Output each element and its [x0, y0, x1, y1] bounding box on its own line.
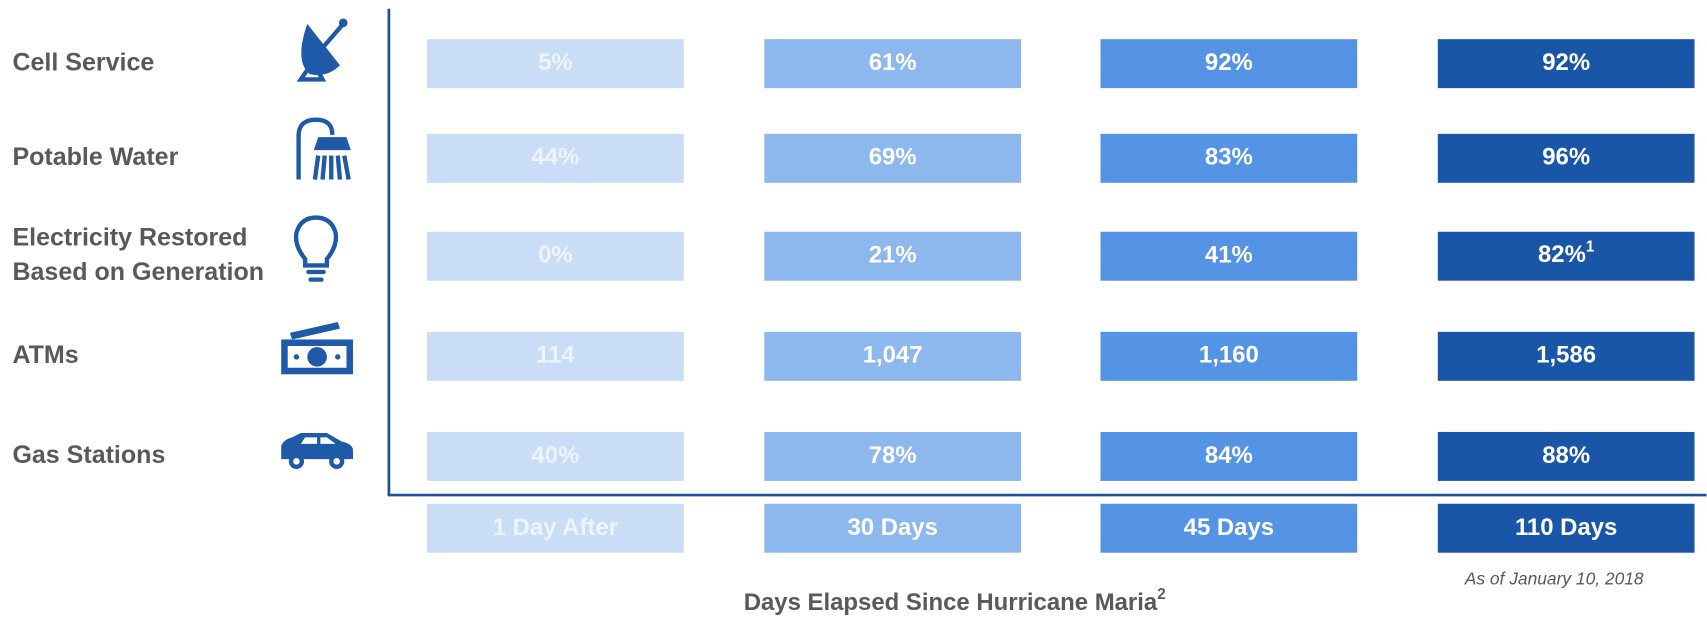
money-icon: [281, 322, 354, 375]
row-label: Electricity Restored: [12, 223, 247, 251]
cell-value: 44%: [531, 144, 579, 171]
column-header: 45 Days: [1184, 514, 1274, 541]
cell-box: [1437, 331, 1695, 381]
cell-value: 40%: [531, 442, 579, 469]
cell-box: [1100, 39, 1358, 89]
cell-value: 78%: [869, 442, 917, 469]
satellite-icon: [296, 18, 348, 82]
column-header-box: [426, 503, 684, 553]
axis-title-text: Days Elapsed Since Hurricane Maria: [744, 589, 1158, 616]
cell-text: 82%: [1538, 242, 1586, 269]
column-header-box: [764, 503, 1022, 553]
axis-title: Days Elapsed Since Hurricane Maria2: [744, 586, 1166, 616]
cell-value: 114: [536, 342, 575, 369]
cell-box: [426, 431, 684, 481]
row-label: Gas Stations: [12, 441, 165, 469]
cell-box: [426, 231, 684, 281]
cell-value: 84%: [1205, 442, 1253, 469]
cell-value: 41%: [1205, 242, 1253, 269]
cell-value: 83%: [1205, 144, 1253, 171]
cell-box: [426, 39, 684, 89]
column-header: 1 Day After: [493, 514, 618, 541]
cell-box: [1100, 231, 1358, 281]
cell-box: [1100, 331, 1358, 381]
cell-value: 1,160: [1199, 342, 1259, 369]
row-label: Cell Service: [12, 48, 154, 76]
column-header-box: [1437, 503, 1695, 553]
shower-icon: [296, 117, 351, 180]
cell-box: [1100, 133, 1358, 183]
cell-box: [426, 331, 684, 381]
column-header-box: [1100, 503, 1358, 553]
note: As of January 10, 2018: [1464, 569, 1644, 589]
row-label: Based on Generation: [12, 258, 264, 286]
cell-box: [1100, 431, 1358, 481]
cell-box: [1437, 133, 1695, 183]
axis-title-footnote: 2: [1157, 586, 1165, 603]
cell-footnote: 1: [1586, 239, 1595, 256]
cell-box: [764, 231, 1022, 281]
cell-box: [764, 133, 1022, 183]
cell-box: [1437, 431, 1695, 481]
cell-box: [764, 331, 1022, 381]
cell-box: [1437, 231, 1695, 281]
cell-box: [1437, 39, 1695, 89]
row-label: Potable Water: [12, 143, 178, 171]
cell-value: 82%1: [1538, 239, 1595, 269]
cell-value: 92%: [1205, 49, 1253, 76]
cell-value: 88%: [1542, 442, 1590, 469]
column-header: 110 Days: [1515, 514, 1617, 541]
cell-value: 5%: [538, 49, 573, 76]
cell-value: 61%: [869, 49, 917, 76]
cell-value: 1,586: [1536, 342, 1596, 369]
cell-box: [426, 133, 684, 183]
bulb-icon: [293, 215, 339, 282]
cell-value: 0%: [538, 242, 573, 269]
cell-value: 1,047: [863, 342, 923, 369]
cell-value: 96%: [1542, 144, 1590, 171]
car-icon: [281, 433, 354, 469]
cell-value: 21%: [869, 242, 917, 269]
column-header: 30 Days: [847, 514, 937, 541]
cell-value: 92%: [1542, 49, 1590, 76]
cell-value: 69%: [869, 144, 917, 171]
cell-box: [764, 431, 1022, 481]
row-label: ATMs: [12, 341, 78, 369]
cell-box: [764, 39, 1022, 89]
